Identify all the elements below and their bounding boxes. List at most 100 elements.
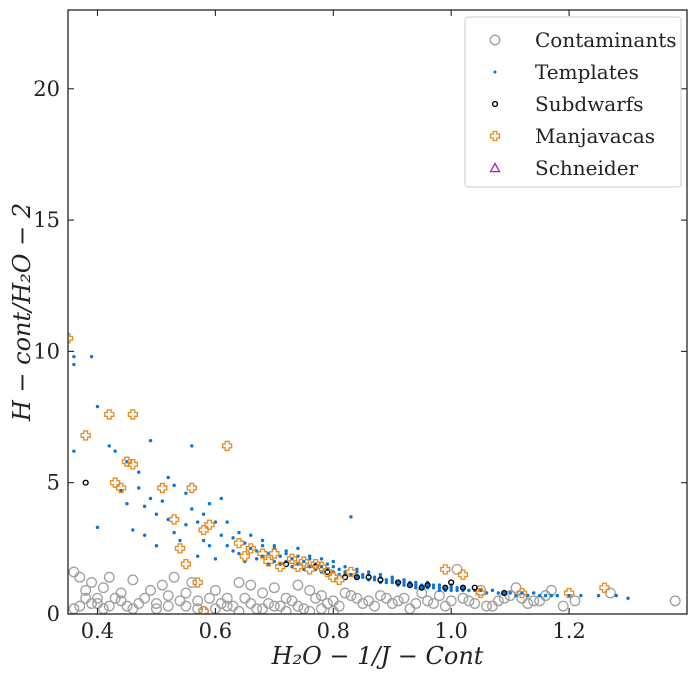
point-manjavacas [269, 548, 280, 559]
point-contaminants [280, 592, 292, 604]
point-manjavacas [275, 561, 286, 572]
point-contaminants [174, 595, 186, 607]
y-tick-label: 15 [33, 208, 60, 232]
legend: Contaminants Templates Subdwarfs Manjavacas… [464, 16, 682, 188]
point-templates [396, 580, 400, 585]
point-contaminants [392, 595, 404, 607]
point-templates [190, 507, 194, 511]
point-templates [378, 572, 383, 577]
point-templates [207, 544, 212, 548]
point-templates [361, 572, 365, 577]
point-manjavacas [198, 524, 209, 536]
point-manjavacas [186, 482, 197, 494]
point-manjavacas [127, 409, 138, 420]
point-manjavacas [168, 514, 180, 525]
point-contaminants [239, 592, 251, 604]
point-templates [137, 486, 141, 490]
point-contaminants [316, 590, 327, 602]
point-contaminants [103, 571, 115, 583]
point-templates [331, 559, 335, 564]
point-contaminants [545, 584, 557, 596]
point-contaminants [150, 598, 162, 609]
legend-box [464, 16, 682, 188]
point-contaminants [121, 600, 133, 612]
point-subdwarfs [459, 584, 467, 591]
x-tick-label: 0.6 [199, 619, 232, 643]
point-contaminants [180, 587, 192, 599]
point-contaminants [257, 603, 268, 614]
point-templates [260, 538, 265, 543]
point-contaminants [445, 595, 457, 607]
point-contaminants [557, 600, 569, 612]
legend-label: Manjavacas [535, 124, 655, 148]
point-templates [113, 449, 117, 453]
point-templates [390, 575, 394, 579]
data-marks [68, 333, 681, 614]
point-templates [95, 525, 100, 530]
point-templates [532, 591, 536, 595]
point-contaminants [97, 603, 109, 614]
series-templates [72, 354, 630, 600]
point-manjavacas [233, 537, 245, 549]
point-templates [284, 551, 288, 556]
point-contaminants [304, 605, 316, 614]
point-manjavacas [192, 577, 203, 588]
x-tick-label: 0.4 [81, 619, 114, 643]
point-templates [408, 583, 412, 587]
point-contaminants [404, 603, 416, 614]
point-templates [72, 354, 76, 359]
point-contaminants [209, 584, 221, 596]
point-subdwarfs [442, 584, 449, 591]
point-manjavacas [563, 587, 575, 599]
point-templates [184, 491, 188, 495]
point-manjavacas [104, 409, 115, 420]
point-templates [390, 580, 394, 585]
point-templates [543, 593, 548, 598]
point-subdwarfs [418, 584, 425, 591]
point-contaminants [357, 598, 369, 609]
legend-entry-manjavacas: Manjavacas [489, 124, 655, 148]
point-templates [166, 475, 170, 480]
point-subdwarfs [471, 584, 478, 591]
point-templates [437, 588, 442, 593]
point-templates [154, 512, 159, 516]
point-templates [355, 575, 359, 579]
point-contaminants [386, 598, 398, 609]
point-templates [437, 583, 442, 587]
point-manjavacas [157, 482, 168, 494]
series-contaminants [68, 563, 681, 614]
point-manjavacas [516, 587, 528, 599]
point-contaminants [109, 592, 121, 604]
point-templates [148, 438, 153, 443]
point-templates [213, 557, 218, 561]
point-templates [343, 565, 347, 569]
point-manjavacas [345, 566, 357, 578]
point-subdwarfs [448, 579, 455, 586]
point-contaminants [292, 600, 304, 612]
legend-label: Subdwarfs [535, 92, 643, 116]
point-templates [219, 496, 223, 501]
series-manjavacas [68, 333, 610, 614]
point-templates [319, 557, 324, 561]
point-contaminants [510, 582, 522, 594]
point-templates [219, 533, 223, 537]
point-templates [384, 578, 389, 582]
legend-marker [489, 162, 501, 173]
point-templates [72, 362, 76, 367]
legend-label: Contaminants [535, 28, 677, 52]
point-templates [254, 557, 259, 561]
point-contaminants [669, 595, 681, 607]
point-manjavacas [204, 519, 215, 530]
y-tick-label: 10 [33, 339, 60, 363]
legend-entry-templates: Templates [493, 60, 639, 84]
point-contaminants [451, 563, 463, 575]
point-contaminants [192, 595, 204, 607]
point-manjavacas [115, 482, 127, 494]
point-contaminants [145, 584, 156, 596]
point-contaminants [457, 592, 469, 604]
point-subdwarfs [324, 568, 331, 576]
point-templates [467, 588, 471, 593]
point-templates [160, 499, 165, 503]
point-templates [455, 588, 459, 593]
point-contaminants [221, 600, 233, 612]
